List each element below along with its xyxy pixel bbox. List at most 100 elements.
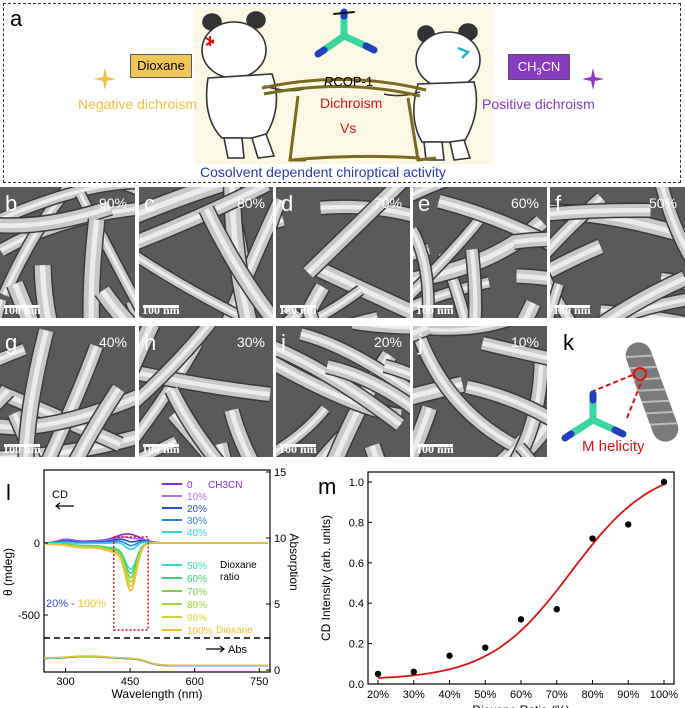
data-point xyxy=(660,478,668,486)
x-tick-label: 600 xyxy=(185,676,203,688)
y-right-tick-label: 0 xyxy=(274,665,280,677)
y-left-tick-label: -500 xyxy=(18,610,40,622)
x-axis-label: Dioxane Ratio (%) xyxy=(472,703,569,708)
x-tick-label: 450 xyxy=(121,676,139,688)
x-tick-label: 50% xyxy=(474,689,496,701)
sem-panel-percent: 60% xyxy=(510,195,539,211)
dioxane-box-label: Dioxane xyxy=(137,58,185,73)
legend-top-label: 40% xyxy=(187,528,207,539)
sem-panel-percent: 40% xyxy=(98,334,127,350)
data-point xyxy=(482,644,489,651)
sem-panel-percent: 90% xyxy=(98,195,127,211)
legend-top-label: 0 xyxy=(187,480,193,491)
negative-dichroism-label: Negative dichroism xyxy=(78,96,198,112)
sem-panel-percent: 10% xyxy=(510,334,539,350)
scale-bar xyxy=(143,305,179,308)
sem-panel-b: b 90% 100 nm xyxy=(0,187,135,318)
sem-panel-h: h 30% 100 nm xyxy=(139,326,273,457)
sem-fibers-image xyxy=(0,326,135,457)
y-right-tick-label: 10 xyxy=(274,533,286,545)
sem-panel-letter: c xyxy=(144,191,155,216)
y-tick-label: 0.0 xyxy=(349,679,364,691)
sem-panel-d: d 70% 100 nm xyxy=(276,187,410,318)
y-axis-label: CD Intensity (arb. units) xyxy=(319,515,333,641)
sem-panel-letter: h xyxy=(144,330,157,355)
y-right-axis-label: Absorption xyxy=(287,533,300,590)
sem-panel-percent: 80% xyxy=(236,195,265,211)
rcop-molecule-icon xyxy=(314,8,378,58)
scale-bar-label: 100 nm xyxy=(416,303,454,317)
sem-panel-c: c 80% 100 nm xyxy=(139,187,273,318)
data-point xyxy=(517,616,525,623)
helix-illustration xyxy=(561,342,679,442)
y-right-tick-label: 15 xyxy=(274,467,286,479)
data-point xyxy=(553,606,560,613)
sem-fibers-image xyxy=(276,187,410,318)
dioxane-box: Dioxane xyxy=(130,54,192,78)
legend-bottom-label: 100% xyxy=(187,626,213,637)
cd-intensity-chart: 0.0 0.2 0.4 0.6 0.8 1.0 20% 30% 40% 50% 60% 70% 80% 9… xyxy=(319,471,678,708)
sem-panel-letter: b xyxy=(5,191,18,216)
scale-bar-label: 100 nm xyxy=(553,303,591,317)
sem-fibers-image xyxy=(276,326,410,457)
sem-panel-letter: e xyxy=(418,191,431,216)
scale-bar xyxy=(417,444,453,447)
y-left-tick-label: 0 xyxy=(34,538,40,550)
sem-fibers-image xyxy=(413,187,547,318)
legend-top-label: 10% xyxy=(187,492,207,503)
cd-label: CD xyxy=(52,489,68,501)
sem-panel-letter: f xyxy=(555,191,562,216)
x-tick-label: 80% xyxy=(581,689,603,701)
positive-dichroism-label: Positive dichroism xyxy=(482,96,595,112)
sem-panel-percent: 50% xyxy=(648,195,677,211)
legend-top-solvent: CH3CN xyxy=(208,480,242,491)
scale-bar xyxy=(554,305,590,308)
scale-bar-label: 100 nm xyxy=(279,303,317,317)
sem-panel-letter: g xyxy=(5,330,18,355)
sem-panel-g: g 40% 100 nm xyxy=(0,326,135,457)
sem-panel-j: j 10% 100 nm xyxy=(413,326,547,457)
y-left-axis-label: θ (mdeg) xyxy=(1,548,15,596)
data-point xyxy=(589,535,596,542)
legend-bottom-label: 90% xyxy=(187,613,207,624)
rcop-label-rest: COP-1 xyxy=(333,74,374,89)
legend-top-label: 20% xyxy=(187,504,207,515)
x-tick-label: 70% xyxy=(546,689,568,701)
panel-k: k M helicity xyxy=(557,330,685,460)
ch3cn-box: CH3CN xyxy=(508,54,570,80)
right-panda-icon xyxy=(383,23,481,161)
data-point xyxy=(625,521,632,528)
fit-curve xyxy=(377,483,665,679)
legend-bottom-label: 60% xyxy=(187,574,207,585)
x-tick-label: 100% xyxy=(650,689,678,701)
x-tick-label: 90% xyxy=(617,689,639,701)
x-tick-label: 60% xyxy=(510,689,532,701)
panel-a-letter: a xyxy=(10,6,23,31)
rcop-label: RCOP-1 xyxy=(324,74,373,89)
x-tick-label: 40% xyxy=(438,689,460,701)
data-point xyxy=(410,668,417,676)
sem-panel-percent: 70% xyxy=(373,195,402,211)
m-helicity-label: M helicity xyxy=(582,438,645,455)
scale-bar xyxy=(417,305,453,308)
scale-bar-label: 100 nm xyxy=(279,442,317,456)
cd-absorption-chart: 300 450 600 750 0 -500 15 10 5 0 Wavelength (nm) θ … xyxy=(1,467,300,701)
y-tick-label: 0.2 xyxy=(349,639,364,651)
sem-fibers-image xyxy=(0,187,135,318)
scale-bar xyxy=(4,305,40,308)
yellow-star-icon xyxy=(94,68,116,90)
cd-series-100% xyxy=(43,542,268,592)
data-point xyxy=(374,670,382,678)
vs-label: Vs xyxy=(340,120,357,136)
helix-icon xyxy=(625,342,679,442)
sem-fibers-image xyxy=(413,326,547,457)
y-tick-label: 0.6 xyxy=(349,558,364,570)
y-tick-label: 1.0 xyxy=(349,477,364,489)
legend-bottom-solvent: Dioxane xyxy=(216,625,253,636)
rcop-label-italic: R xyxy=(324,74,334,89)
legend-bottom-label: 50% xyxy=(187,561,207,572)
sem-panel-i: i 20% 100 nm xyxy=(276,326,410,457)
sem-panel-percent: 30% xyxy=(236,334,265,350)
ratio-range-label: 20% - 100% xyxy=(46,598,106,610)
dichroism-label: Dichroism xyxy=(320,95,383,111)
